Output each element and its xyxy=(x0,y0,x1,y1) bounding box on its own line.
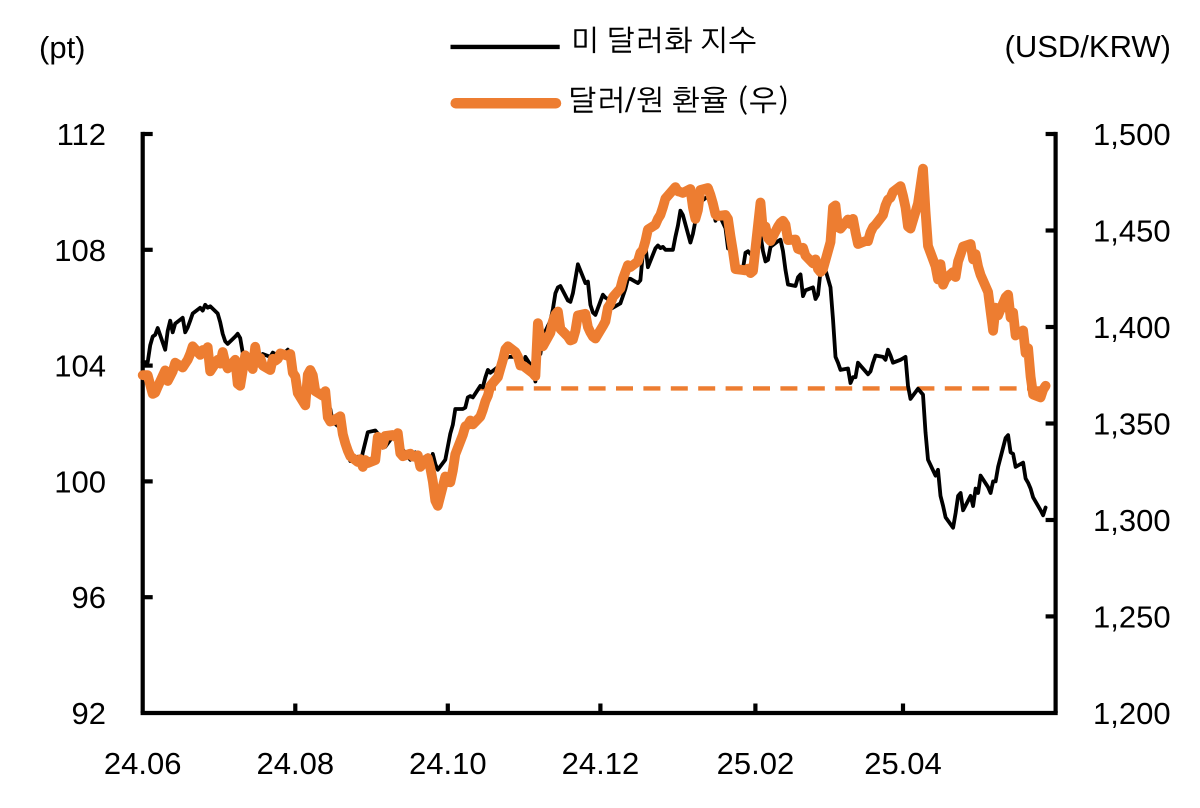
svg-text:24.12: 24.12 xyxy=(562,746,640,781)
svg-text:96: 96 xyxy=(72,580,106,615)
svg-text:92: 92 xyxy=(72,696,106,731)
svg-text:1,300: 1,300 xyxy=(1093,503,1171,538)
svg-text:(USD/KRW): (USD/KRW) xyxy=(1005,29,1171,64)
svg-text:1,400: 1,400 xyxy=(1093,310,1171,345)
svg-text:1,500: 1,500 xyxy=(1093,117,1171,152)
svg-text:24.06: 24.06 xyxy=(104,746,182,781)
svg-text:1,250: 1,250 xyxy=(1093,599,1171,634)
svg-text:24.10: 24.10 xyxy=(409,746,487,781)
svg-text:1,200: 1,200 xyxy=(1093,696,1171,731)
svg-text:104: 104 xyxy=(54,349,106,384)
svg-text:24.08: 24.08 xyxy=(257,746,335,781)
svg-text:100: 100 xyxy=(54,464,106,499)
svg-text:25.04: 25.04 xyxy=(864,746,942,781)
svg-text:1,450: 1,450 xyxy=(1093,214,1171,249)
svg-text:108: 108 xyxy=(54,233,106,268)
svg-text:25.02: 25.02 xyxy=(717,746,795,781)
svg-text:1,350: 1,350 xyxy=(1093,407,1171,442)
svg-text:112: 112 xyxy=(57,117,106,152)
svg-text:(pt): (pt) xyxy=(39,30,86,65)
